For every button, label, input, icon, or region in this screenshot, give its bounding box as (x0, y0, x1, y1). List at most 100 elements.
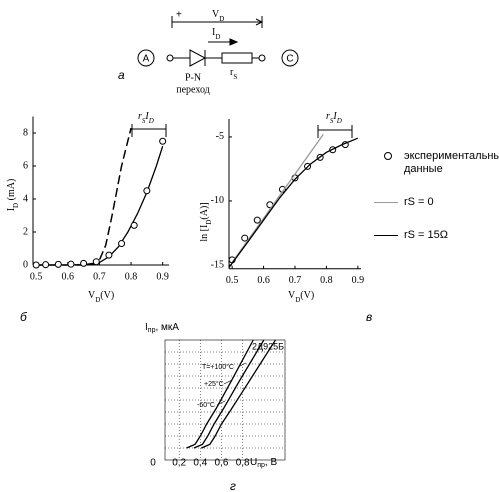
circuit-diagram (137, 16, 299, 67)
panel-label: г (230, 479, 236, 492)
data-point (92, 258, 100, 266)
x-axis-label-part: (V) (300, 290, 314, 301)
annotation-sub: D (148, 117, 154, 125)
x-tick-label: 0,8 (236, 458, 250, 469)
x-axis-label-part: , В (265, 457, 278, 468)
data-point (241, 234, 249, 242)
x-tick-label: 0.5 (226, 275, 239, 286)
x-tick-label: 0.9 (156, 271, 169, 282)
series-line (36, 146, 164, 266)
y-axis-label-sub: D (12, 203, 20, 208)
current-label-sub: D (215, 33, 220, 41)
x-tick-label: 0.6 (62, 271, 75, 282)
legend-marker (374, 235, 398, 236)
data-point (80, 259, 88, 267)
annotation-part: I (144, 111, 149, 122)
series-line (231, 133, 324, 263)
x-tick-label: 0,4 (193, 458, 207, 469)
legend-key (372, 229, 404, 241)
leader-line (223, 379, 233, 385)
resistor-label: rS (230, 67, 237, 80)
junction-label: P-N (185, 72, 201, 83)
annotation-part: I (332, 111, 337, 122)
resistor-label-sub: S (233, 73, 237, 81)
data-point (118, 240, 126, 248)
legend-marker (374, 202, 398, 203)
y-tick-label: 4 (23, 193, 28, 204)
y-axis-label-part: (A)] (199, 202, 210, 219)
y-axis-label-sub: пр (148, 327, 156, 334)
y-axis-label-sub: D (205, 220, 213, 225)
legend-item: rS = 15Ω (372, 229, 496, 242)
y-axis-label-part: I (6, 208, 17, 211)
panel-label: а (118, 68, 125, 82)
series-line (186, 339, 254, 449)
x-axis-label: VD(V) (288, 290, 314, 303)
arrow-head (255, 18, 264, 26)
series-line (228, 137, 359, 268)
x-axis-label: Uпр, В (250, 457, 277, 470)
y-tick-label: 0 (23, 259, 28, 270)
cathode-label: C (286, 54, 293, 65)
panel-label: б (20, 310, 28, 324)
voltage-label-part: V (212, 9, 220, 20)
x-axis-label-sub: D (95, 296, 100, 304)
x-tick-label: 0.8 (320, 275, 333, 286)
x-tick-label: 0.7 (93, 271, 106, 282)
x-axis-label-sub: D (295, 296, 300, 304)
x-axis-label-part: U (250, 457, 257, 468)
voltage-label: VD (212, 9, 224, 22)
data-point (42, 261, 50, 269)
legend-item: rS = 0 (372, 196, 496, 209)
series-line (201, 339, 277, 449)
series-line (193, 339, 265, 449)
x-axis-label-sub: пр (257, 462, 265, 469)
x-axis-label-part: V (288, 290, 296, 301)
y-tick-label: -15 (211, 259, 224, 270)
x-tick-label: 0 (150, 458, 156, 469)
chart-title: 2Д925Б (252, 341, 284, 351)
data-point (130, 221, 138, 229)
legend-label: rS = 15Ω (404, 229, 448, 241)
data-point (253, 216, 261, 224)
terminal (258, 54, 266, 62)
y-axis-label-part: (mA) (6, 179, 17, 203)
data-point (143, 187, 151, 195)
arrow-head (229, 38, 239, 46)
annotation-sub: S (330, 117, 334, 125)
x-tick-label: 0,2 (172, 458, 186, 469)
plus-sign: + (176, 10, 182, 21)
y-tick-label: 2 (23, 226, 28, 237)
y-axis-label-part: , мкА (155, 322, 179, 333)
data-point (159, 137, 167, 145)
x-tick-label: 0.5 (30, 271, 43, 282)
curve-annotation: +25°С (204, 380, 224, 388)
cathode-circle (281, 49, 299, 67)
y-axis-label: Iпр, мкА (145, 322, 179, 335)
current-label: ID (212, 27, 220, 40)
anode-circle (137, 49, 155, 67)
legend: экспериментальные данные rS = 0 rS = 15Ω (372, 150, 499, 262)
annotation: rSID (326, 111, 342, 124)
y-axis-label-part: ln [I (199, 225, 210, 242)
data-point (32, 261, 40, 269)
anode-label: A (143, 54, 150, 65)
legend-label: rS = 0 (404, 196, 434, 208)
resistor (221, 52, 253, 64)
x-tick-label: 0.7 (289, 275, 302, 286)
data-point (54, 260, 62, 268)
current-label-part: I (212, 27, 215, 38)
resistor-label-part: r (230, 67, 234, 78)
legend-key (372, 196, 404, 208)
diode (189, 49, 207, 67)
x-axis-label: VD(V) (88, 290, 114, 303)
legend-marker (384, 152, 392, 160)
y-axis-label-part: I (145, 322, 148, 333)
curve-annotation: -60°С (197, 401, 215, 409)
x-tick-label: 0.8 (125, 271, 138, 282)
legend-item: экспериментальные данные (372, 150, 499, 176)
annotation: rSID (138, 111, 154, 124)
x-tick-label: 0.6 (257, 275, 270, 286)
